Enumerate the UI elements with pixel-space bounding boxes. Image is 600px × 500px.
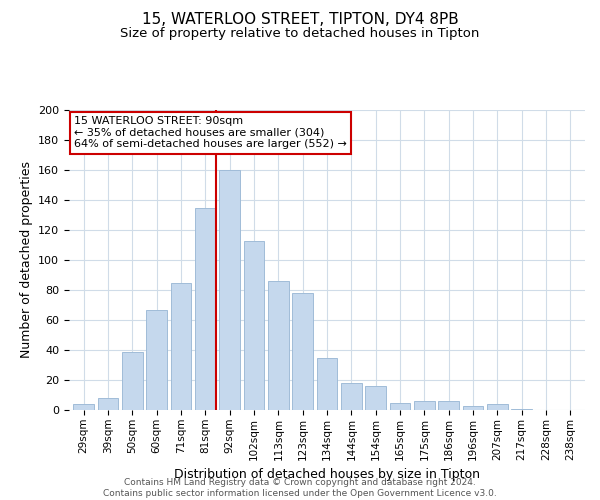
Y-axis label: Number of detached properties: Number of detached properties	[20, 162, 32, 358]
Bar	[317, 358, 337, 410]
Bar	[389, 402, 410, 410]
Text: 15, WATERLOO STREET, TIPTON, DY4 8PB: 15, WATERLOO STREET, TIPTON, DY4 8PB	[142, 12, 458, 28]
Bar	[146, 310, 167, 410]
X-axis label: Distribution of detached houses by size in Tipton: Distribution of detached houses by size …	[174, 468, 480, 481]
Bar	[219, 170, 240, 410]
Bar	[292, 293, 313, 410]
Bar	[122, 352, 143, 410]
Bar	[414, 401, 435, 410]
Bar	[73, 404, 94, 410]
Bar	[439, 401, 459, 410]
Bar	[511, 408, 532, 410]
Bar	[98, 398, 118, 410]
Text: Contains HM Land Registry data © Crown copyright and database right 2024.
Contai: Contains HM Land Registry data © Crown c…	[103, 478, 497, 498]
Bar	[268, 281, 289, 410]
Bar	[463, 406, 484, 410]
Text: 15 WATERLOO STREET: 90sqm
← 35% of detached houses are smaller (304)
64% of semi: 15 WATERLOO STREET: 90sqm ← 35% of detac…	[74, 116, 347, 149]
Bar	[365, 386, 386, 410]
Bar	[195, 208, 215, 410]
Bar	[244, 240, 265, 410]
Bar	[487, 404, 508, 410]
Bar	[341, 383, 362, 410]
Bar	[170, 282, 191, 410]
Text: Size of property relative to detached houses in Tipton: Size of property relative to detached ho…	[121, 28, 479, 40]
